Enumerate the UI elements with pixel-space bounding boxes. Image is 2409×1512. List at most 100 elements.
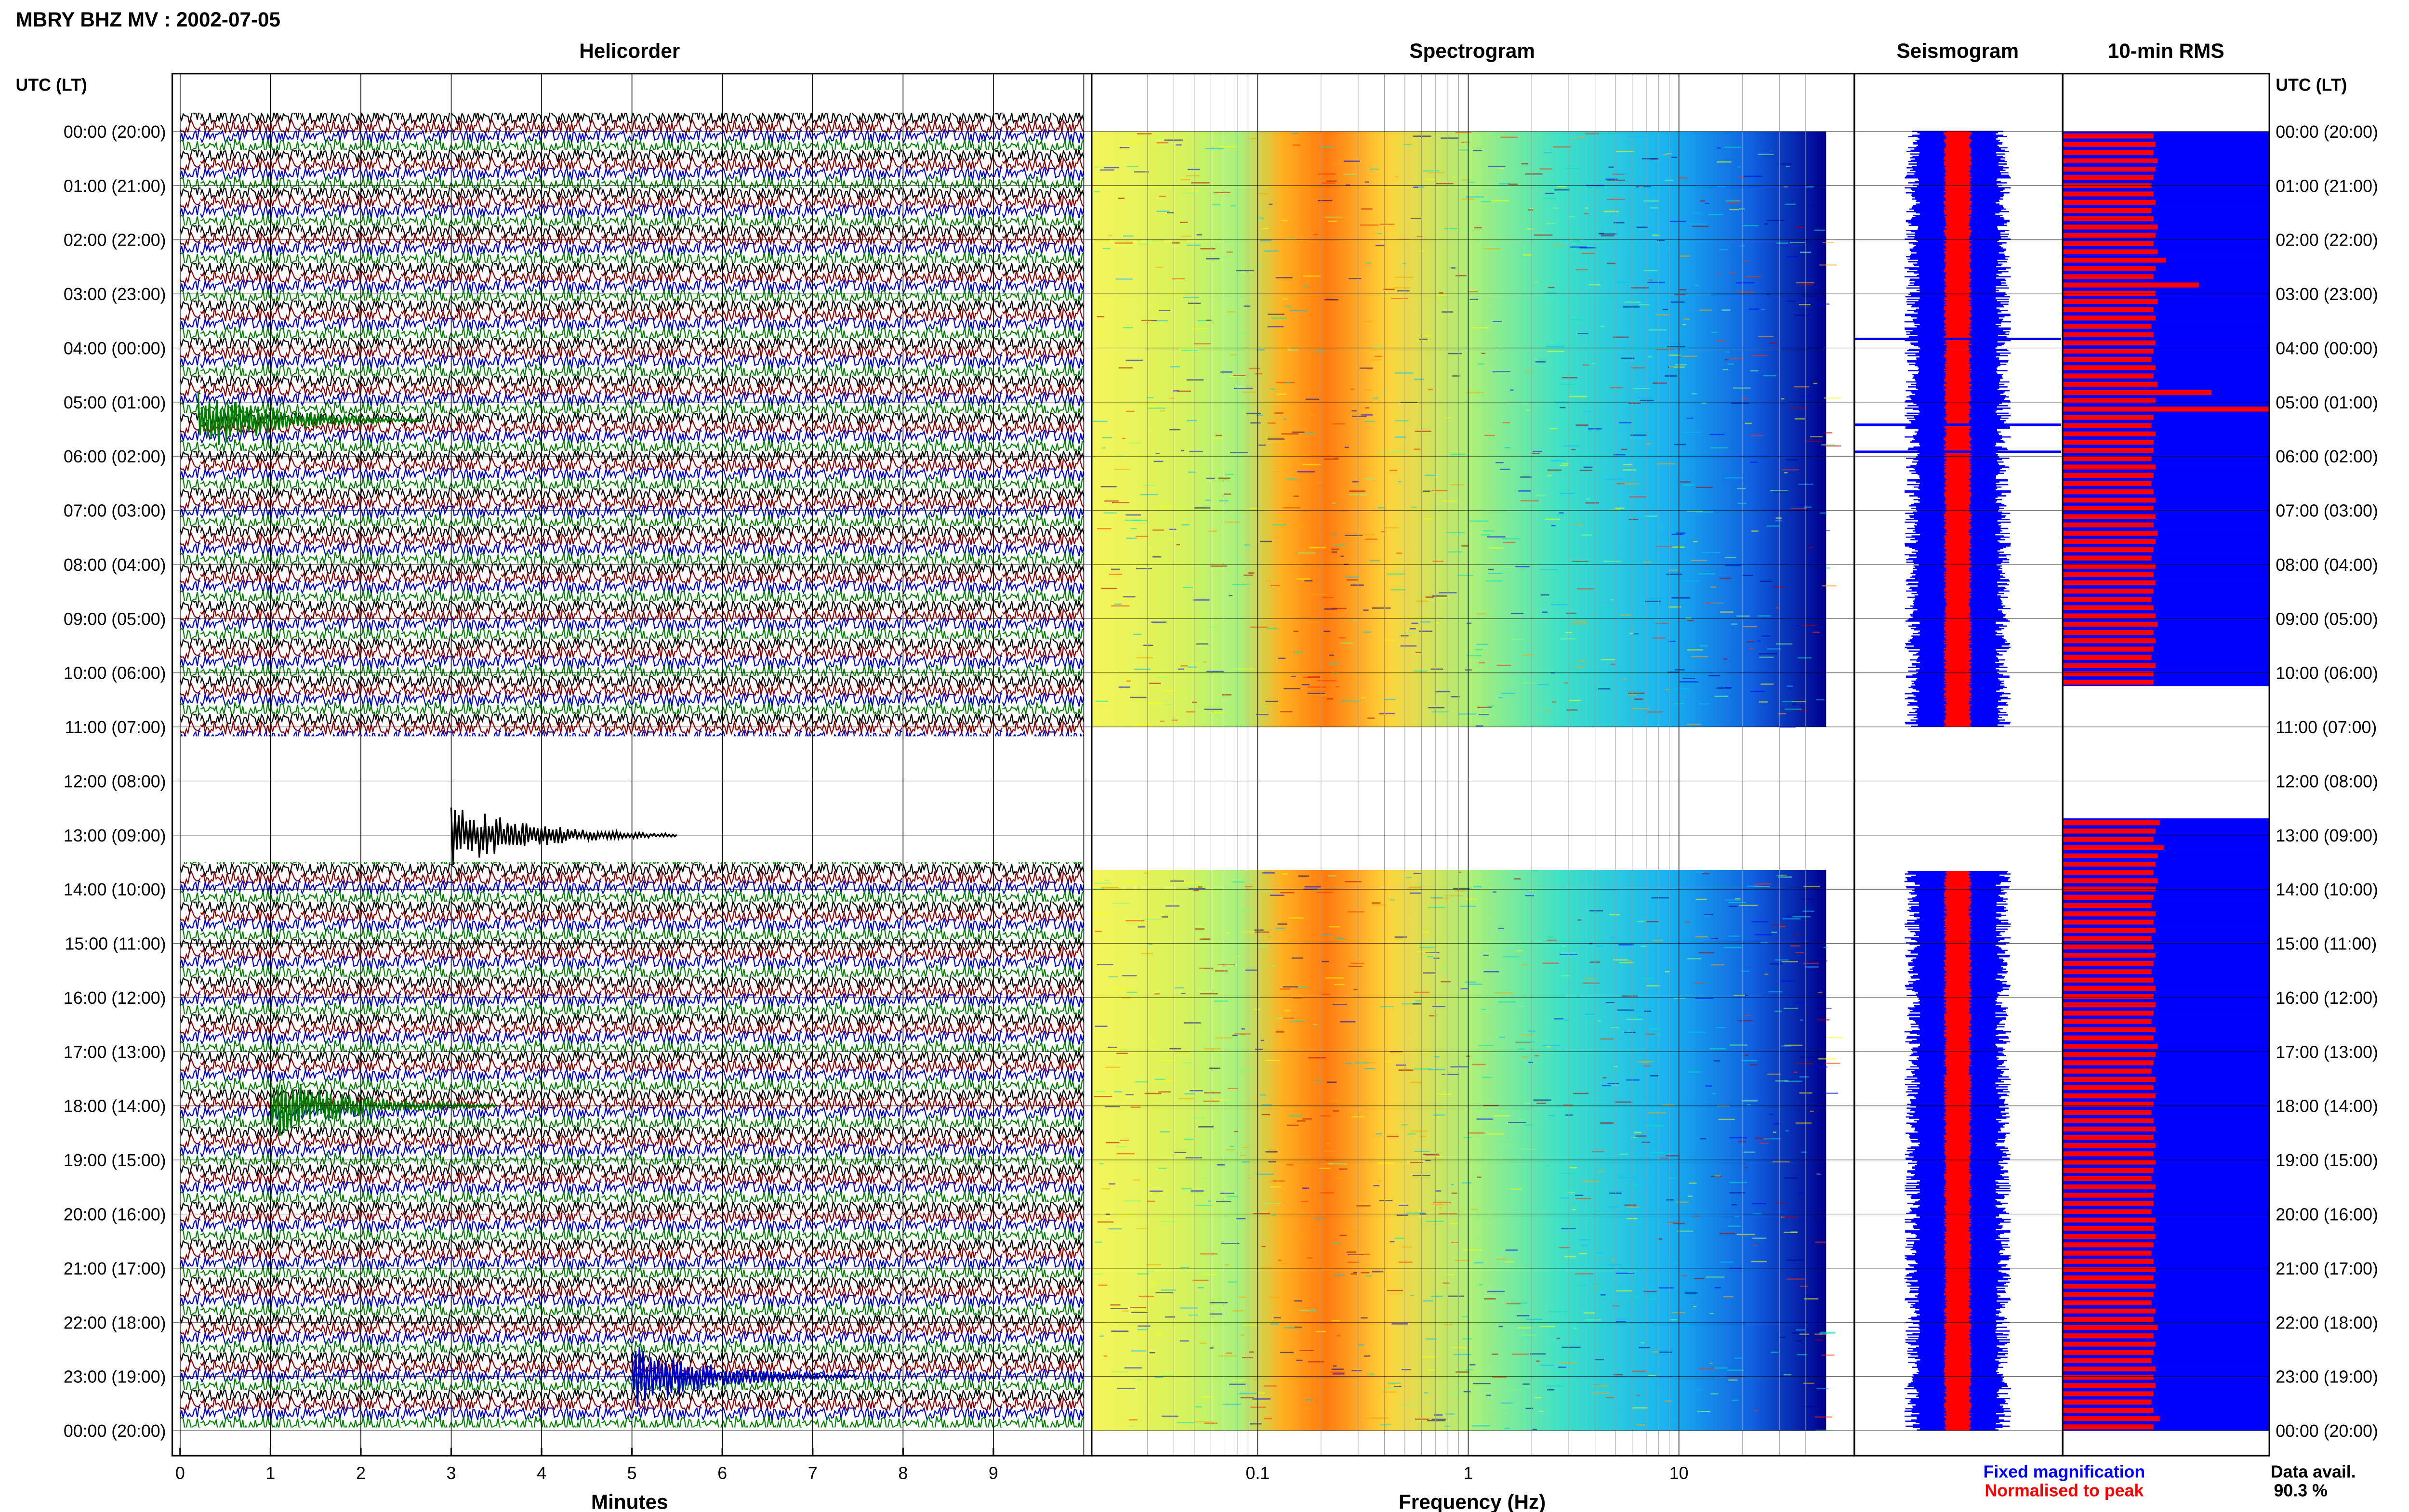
spectral-speckle [1446, 1074, 1459, 1076]
rms-normalised-bar [2063, 663, 2156, 669]
spectral-speckle [1450, 1223, 1458, 1224]
panel-frame [2062, 73, 2270, 1457]
spectral-speckle [1502, 538, 1521, 539]
spectral-speckle [1263, 1203, 1281, 1204]
spectral-speckle [1795, 226, 1804, 228]
spectral-speckle [1419, 250, 1425, 252]
spectral-speckle [1150, 1282, 1158, 1284]
spectral-speckle [1419, 339, 1428, 340]
rms-normalised-bar [2063, 1407, 2154, 1413]
spectral-speckle [1169, 397, 1175, 399]
rms-normalised-bar [2063, 224, 2158, 230]
spectral-speckle [1780, 926, 1786, 927]
spectral-speckle [1432, 595, 1447, 597]
spectral-speckle [1333, 1177, 1344, 1179]
spectral-speckle [1521, 964, 1528, 965]
spectral-speckle [1399, 1262, 1413, 1263]
spectral-speckle [1218, 500, 1229, 501]
spectral-speckle [1363, 609, 1369, 611]
spectral-speckle [1222, 694, 1231, 696]
time-label-right: 11:00 (07:00) [2276, 718, 2377, 737]
spectral-speckle [1100, 486, 1117, 487]
spectral-speckle [1424, 1392, 1428, 1394]
spectral-speckle [1758, 336, 1774, 337]
spectral-speckle [1433, 958, 1440, 959]
spectral-speckle [1402, 1368, 1411, 1370]
spectral-speckle [1187, 420, 1197, 421]
spectral-speckle [1301, 1201, 1309, 1202]
spectral-speckle [1505, 1261, 1514, 1263]
spectral-speckle [1410, 892, 1422, 894]
spectral-speckle [1803, 963, 1819, 964]
spectral-speckle [1390, 470, 1398, 472]
spectral-speckle [1533, 870, 1538, 871]
time-label-right: 18:00 (14:00) [2276, 1097, 2378, 1116]
time-label-right: 21:00 (17:00) [2276, 1259, 2378, 1278]
spectral-speckle [1635, 1135, 1647, 1137]
rms-normalised-bar [2063, 547, 2154, 552]
time-axis-labels: 00:00 (20:00) 00:00 (20:00)01:00 (21:00) 0… [64, 122, 2378, 1441]
spectral-speckle [1155, 266, 1164, 268]
spectral-speckle [1239, 1296, 1246, 1298]
spectral-speckle [1284, 1327, 1303, 1328]
spectral-speckle [1778, 713, 1787, 715]
spectral-speckle [1533, 450, 1542, 452]
time-label-left: 00:00 (20:00) [64, 1421, 166, 1441]
spectral-speckle [1308, 1057, 1326, 1059]
spectral-speckle [1246, 412, 1261, 414]
spectral-speckle [1272, 524, 1287, 526]
spectral-speckle [1669, 366, 1685, 368]
spectral-speckle [1615, 1273, 1634, 1274]
spectral-speckle [1317, 695, 1326, 696]
spectral-speckle [1126, 538, 1137, 539]
spectral-speckle [1231, 205, 1236, 207]
spectral-speckle [1809, 547, 1813, 549]
spectral-speckle [1455, 131, 1471, 133]
spectral-speckle [1522, 1383, 1530, 1385]
spectral-speckle [1256, 414, 1263, 416]
spectral-speckle [1377, 1180, 1382, 1182]
spectral-speckle [1286, 1164, 1294, 1166]
spectral-speckle [1218, 477, 1231, 479]
spectral-speckle [1708, 214, 1723, 215]
spectral-speckle [1284, 1010, 1290, 1012]
spectral-speckle [1371, 346, 1383, 348]
spectral-speckle [1687, 620, 1694, 621]
spectral-speckle [1623, 464, 1633, 465]
spectral-speckle [1701, 1411, 1709, 1413]
spectral-speckle [1687, 723, 1701, 725]
spectral-speckle [1641, 1142, 1651, 1143]
spectral-speckle [1615, 1101, 1631, 1103]
spectral-speckle [1620, 483, 1639, 485]
spectral-speckle [1649, 279, 1653, 281]
spectral-speckle [1451, 1242, 1458, 1243]
legend-fixed-magnification: Fixed magnification [1983, 1462, 2145, 1482]
spectral-speckle [1292, 997, 1302, 999]
spectral-speckle [1333, 1243, 1341, 1245]
spectral-speckle [1205, 258, 1220, 260]
spectral-speckle [1255, 931, 1269, 933]
spectral-speckle [1782, 918, 1801, 920]
spectral-speckle [1379, 1200, 1393, 1201]
spectral-speckle [1099, 169, 1114, 171]
spectral-speckle [1284, 305, 1292, 307]
spectral-speckle [1657, 239, 1665, 241]
spectral-speckle [1691, 560, 1707, 561]
spectral-speckle [1421, 1356, 1438, 1358]
rms-normalised-bar [2063, 1259, 2154, 1264]
spectral-speckle [1792, 916, 1811, 918]
spectral-speckle [1394, 1237, 1404, 1239]
spectral-speckle [1714, 1175, 1721, 1177]
spectral-speckle [1156, 1333, 1163, 1335]
spectral-speckle [1732, 1204, 1737, 1206]
spectral-speckle [1471, 404, 1481, 406]
spectral-speckle [1387, 1289, 1403, 1291]
spectral-speckle [1140, 1311, 1149, 1313]
spectral-speckle [1817, 303, 1830, 305]
spectral-speckle [1794, 315, 1809, 316]
spectral-speckle [1618, 422, 1632, 423]
spectral-speckle [1479, 714, 1489, 715]
spectral-speckle [1297, 471, 1315, 473]
spectral-speckle [1146, 1270, 1154, 1272]
spectral-speckle [1367, 368, 1373, 369]
